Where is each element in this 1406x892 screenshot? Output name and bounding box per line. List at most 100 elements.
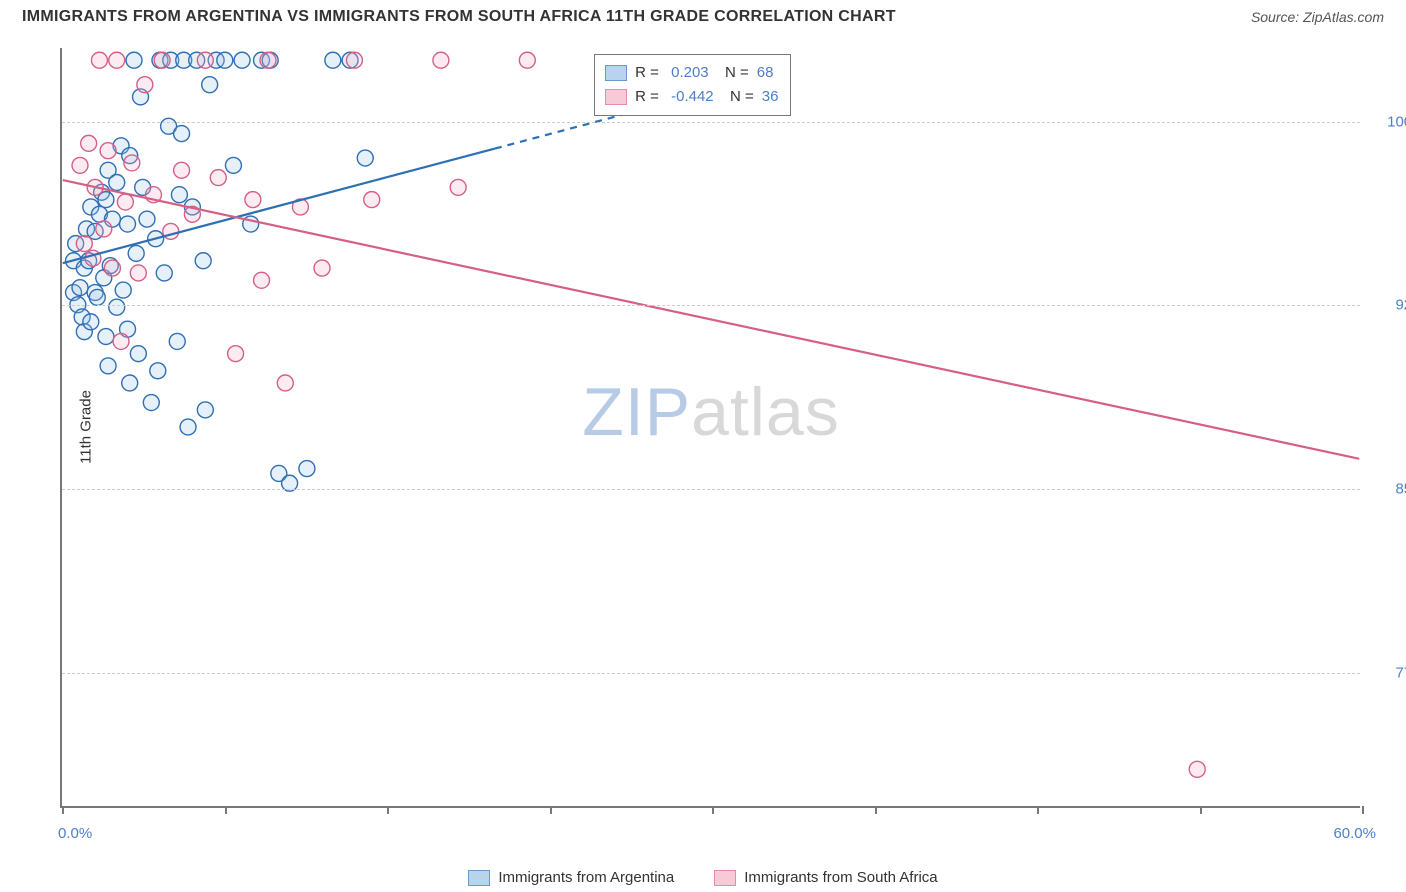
- series-legend: Immigrants from Argentina Immigrants fro…: [0, 869, 1406, 886]
- trend-line-south_africa: [63, 180, 1360, 459]
- data-point-south_africa: [109, 52, 125, 68]
- data-point-argentina: [357, 150, 373, 166]
- r-label: R =: [635, 85, 659, 109]
- data-point-south_africa: [314, 260, 330, 276]
- data-point-argentina: [109, 299, 125, 315]
- data-point-south_africa: [346, 52, 362, 68]
- legend-label: Immigrants from Argentina: [498, 869, 674, 886]
- data-point-argentina: [150, 363, 166, 379]
- swatch-icon: [714, 870, 736, 886]
- data-point-argentina: [115, 282, 131, 298]
- data-point-argentina: [130, 346, 146, 362]
- y-tick-label: 85.0%: [1395, 481, 1406, 498]
- x-tick: [1037, 806, 1039, 814]
- data-point-argentina: [156, 265, 172, 281]
- n-label: N =: [722, 85, 754, 109]
- gridline: [62, 122, 1360, 123]
- data-point-argentina: [174, 126, 190, 142]
- x-tick: [1200, 806, 1202, 814]
- data-point-argentina: [202, 77, 218, 93]
- data-point-south_africa: [364, 192, 380, 208]
- y-tick-label: 92.5%: [1395, 297, 1406, 314]
- data-point-argentina: [325, 52, 341, 68]
- data-point-south_africa: [210, 170, 226, 186]
- data-point-argentina: [225, 157, 241, 173]
- r-value: 0.203: [667, 61, 709, 85]
- data-point-south_africa: [91, 52, 107, 68]
- legend-row-south_africa: R = -0.442 N = 36: [605, 85, 778, 109]
- data-point-argentina: [195, 253, 211, 269]
- gridline: [62, 305, 1360, 306]
- swatch-icon: [605, 89, 627, 105]
- x-axis-min-label: 0.0%: [58, 825, 92, 842]
- gridline: [62, 673, 1360, 674]
- data-point-south_africa: [137, 77, 153, 93]
- data-point-argentina: [139, 211, 155, 227]
- y-tick-label: 77.5%: [1395, 665, 1406, 682]
- data-point-south_africa: [76, 236, 92, 252]
- data-point-south_africa: [154, 52, 170, 68]
- legend-label: Immigrants from South Africa: [744, 869, 937, 886]
- x-tick: [550, 806, 552, 814]
- data-point-south_africa: [104, 260, 120, 276]
- data-point-south_africa: [117, 194, 133, 210]
- data-point-south_africa: [433, 52, 449, 68]
- r-label: R =: [635, 61, 659, 85]
- x-tick: [225, 806, 227, 814]
- data-point-south_africa: [245, 192, 261, 208]
- data-point-south_africa: [197, 52, 213, 68]
- data-point-argentina: [180, 419, 196, 435]
- n-label: N =: [717, 61, 749, 85]
- data-point-argentina: [72, 280, 88, 296]
- gridline: [62, 489, 1360, 490]
- data-point-argentina: [109, 175, 125, 191]
- data-point-south_africa: [72, 157, 88, 173]
- legend-item-argentina: Immigrants from Argentina: [468, 869, 674, 886]
- data-point-south_africa: [113, 333, 129, 349]
- data-point-argentina: [98, 329, 114, 345]
- data-point-south_africa: [254, 272, 270, 288]
- data-point-south_africa: [277, 375, 293, 391]
- data-point-argentina: [122, 375, 138, 391]
- data-point-argentina: [217, 52, 233, 68]
- data-point-south_africa: [1189, 761, 1205, 777]
- data-point-south_africa: [100, 143, 116, 159]
- data-point-argentina: [197, 402, 213, 418]
- data-point-argentina: [143, 395, 159, 411]
- n-value: 68: [757, 61, 774, 85]
- data-point-argentina: [171, 187, 187, 203]
- data-point-argentina: [234, 52, 250, 68]
- data-point-south_africa: [228, 346, 244, 362]
- correlation-legend-box: R = 0.203 N = 68 R = -0.442 N = 36: [594, 54, 791, 116]
- x-tick: [712, 806, 714, 814]
- data-point-argentina: [128, 245, 144, 261]
- n-value: 36: [762, 85, 779, 109]
- data-point-argentina: [126, 52, 142, 68]
- data-point-south_africa: [260, 52, 276, 68]
- data-point-south_africa: [174, 162, 190, 178]
- x-tick: [387, 806, 389, 814]
- chart-title: IMMIGRANTS FROM ARGENTINA VS IMMIGRANTS …: [22, 8, 896, 26]
- data-point-south_africa: [130, 265, 146, 281]
- swatch-icon: [605, 65, 627, 81]
- legend-item-south-africa: Immigrants from South Africa: [714, 869, 937, 886]
- data-point-south_africa: [519, 52, 535, 68]
- data-point-argentina: [83, 314, 99, 330]
- x-tick: [62, 806, 64, 814]
- x-axis-max-label: 60.0%: [1333, 825, 1376, 842]
- x-tick: [1362, 806, 1364, 814]
- data-point-argentina: [100, 358, 116, 374]
- y-tick-label: 100.0%: [1387, 113, 1406, 130]
- x-tick: [875, 806, 877, 814]
- data-point-south_africa: [450, 179, 466, 195]
- source-attribution: Source: ZipAtlas.com: [1251, 9, 1384, 25]
- data-point-south_africa: [81, 135, 97, 151]
- swatch-icon: [468, 870, 490, 886]
- r-value: -0.442: [667, 85, 714, 109]
- data-point-argentina: [169, 333, 185, 349]
- legend-row-argentina: R = 0.203 N = 68: [605, 61, 778, 85]
- data-point-argentina: [89, 289, 105, 305]
- data-point-south_africa: [124, 155, 140, 171]
- chart-plot-area: 11th Grade ZIPatlas R = 0.203 N = 68 R =…: [60, 48, 1360, 808]
- chart-svg-layer: [62, 48, 1360, 806]
